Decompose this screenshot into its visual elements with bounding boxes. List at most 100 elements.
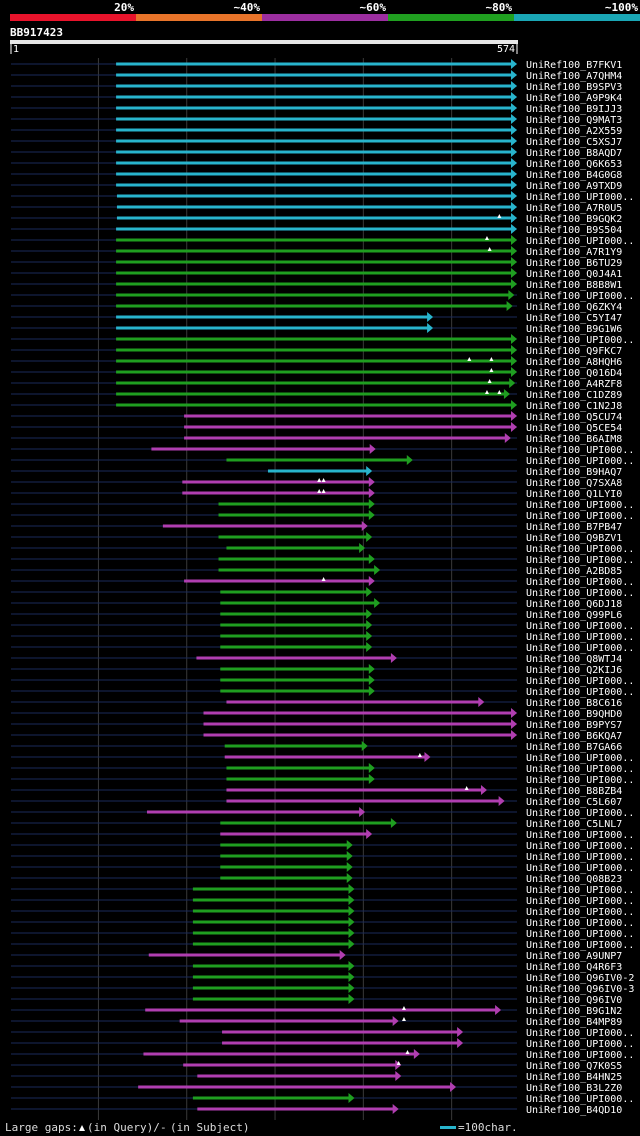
hit-row[interactable]: UniRef100_UPI000.. bbox=[11, 543, 634, 555]
hit-row[interactable]: UniRef100_B9SPV3 bbox=[11, 81, 622, 93]
hit-label[interactable]: UniRef100_UPI000.. bbox=[526, 852, 634, 863]
hit-label[interactable]: UniRef100_Q5CE54 bbox=[526, 423, 622, 434]
hit-label[interactable]: UniRef100_Q016D4 bbox=[526, 368, 622, 379]
hit-label[interactable]: UniRef100_B9G1N2 bbox=[526, 1006, 622, 1017]
hit-label[interactable]: UniRef100_UPI000.. bbox=[526, 896, 634, 907]
hit-label[interactable]: UniRef100_B8BZB4 bbox=[526, 786, 622, 797]
hit-row[interactable]: UniRef100_B8C616 bbox=[11, 697, 622, 709]
hit-row[interactable]: UniRef100_UPI000.. bbox=[11, 620, 634, 632]
hit-label[interactable]: UniRef100_Q96IV0-3 bbox=[526, 984, 634, 995]
hit-row[interactable]: UniRef100_C5LNL7 bbox=[11, 818, 622, 830]
hit-row[interactable]: UniRef100_A9TXD9 bbox=[11, 180, 622, 192]
hit-row[interactable]: UniRef100_A7QHM4 bbox=[11, 70, 622, 82]
hit-row[interactable]: UniRef100_B8AQD7 bbox=[11, 147, 622, 159]
hit-row[interactable]: UniRef100_C5XSJ7 bbox=[11, 136, 622, 148]
hit-row[interactable]: UniRef100_UPI000.. bbox=[11, 906, 634, 918]
hit-row[interactable]: UniRef100_UPI000.. bbox=[11, 510, 634, 522]
hit-row[interactable]: UniRef100_Q6K653 bbox=[11, 158, 622, 170]
hit-label[interactable]: UniRef100_UPI000.. bbox=[526, 940, 634, 951]
hit-row[interactable]: UniRef100_B4G0G8 bbox=[11, 169, 622, 181]
hit-label[interactable]: UniRef100_UPI000.. bbox=[526, 1050, 634, 1061]
hit-label[interactable]: UniRef100_B7GA66 bbox=[526, 742, 622, 753]
hit-label[interactable]: UniRef100_A9UNP7 bbox=[526, 951, 622, 962]
hit-label[interactable]: UniRef100_Q1LYI0 bbox=[526, 489, 622, 500]
hit-label[interactable]: UniRef100_UPI000.. bbox=[526, 445, 634, 456]
hit-label[interactable]: UniRef100_B4QD10 bbox=[526, 1105, 622, 1116]
hit-label[interactable]: UniRef100_UPI000.. bbox=[526, 885, 634, 896]
hit-row[interactable]: UniRef100_B9G1W6 bbox=[11, 323, 622, 335]
hit-label[interactable]: UniRef100_C5L607 bbox=[526, 797, 622, 808]
hit-label[interactable]: UniRef100_A2X559 bbox=[526, 126, 622, 137]
hit-label[interactable]: UniRef100_C5YI47 bbox=[526, 313, 622, 324]
hit-label[interactable]: UniRef100_UPI000.. bbox=[526, 907, 634, 918]
hit-row[interactable]: UniRef100_UPI000.. bbox=[11, 862, 634, 874]
hit-label[interactable]: UniRef100_Q4R6F3 bbox=[526, 962, 622, 973]
hit-label[interactable]: UniRef100_B8B8W1 bbox=[526, 280, 622, 291]
hit-row[interactable]: UniRef100_A2BD85 bbox=[11, 565, 622, 577]
hit-row[interactable]: UniRef100_B3L2Z0 bbox=[11, 1082, 622, 1094]
hit-label[interactable]: UniRef100_UPI000.. bbox=[526, 929, 634, 940]
hit-label[interactable]: UniRef100_B6AIM8 bbox=[526, 434, 622, 445]
hit-label[interactable]: UniRef100_A7QHM4 bbox=[526, 71, 622, 82]
hit-row[interactable]: UniRef100_UPI000.. bbox=[11, 1049, 634, 1061]
hit-label[interactable]: UniRef100_B6KQA7 bbox=[526, 731, 622, 742]
hit-label[interactable]: UniRef100_UPI000.. bbox=[526, 577, 634, 588]
hit-row[interactable]: UniRef100_B4MP89 bbox=[11, 1016, 622, 1028]
hit-label[interactable]: UniRef100_Q2KIJ6 bbox=[526, 665, 622, 676]
hit-label[interactable]: UniRef100_B4HN25 bbox=[526, 1072, 622, 1083]
hit-label[interactable]: UniRef100_Q99PL6 bbox=[526, 610, 622, 621]
hit-row[interactable]: UniRef100_B9QHD0 bbox=[11, 708, 622, 720]
hit-label[interactable]: UniRef100_Q9FKC7 bbox=[526, 346, 622, 357]
hit-row[interactable]: UniRef100_C1N2J8 bbox=[11, 400, 622, 412]
hit-row[interactable]: UniRef100_UPI000.. bbox=[11, 752, 634, 764]
hit-row[interactable]: UniRef100_UPI000.. bbox=[11, 1093, 634, 1105]
hit-label[interactable]: UniRef100_B9IJJ3 bbox=[526, 104, 622, 115]
hit-row[interactable]: UniRef100_B6AIM8 bbox=[11, 433, 622, 445]
hit-label[interactable]: UniRef100_B9S504 bbox=[526, 225, 622, 236]
hit-label[interactable]: UniRef100_B9HAQ7 bbox=[526, 467, 622, 478]
hit-row[interactable]: UniRef100_UPI000.. bbox=[11, 191, 634, 203]
hit-row[interactable]: UniRef100_UPI000.. bbox=[11, 587, 634, 599]
hit-label[interactable]: UniRef100_UPI000.. bbox=[526, 1094, 634, 1105]
hit-row[interactable]: UniRef100_Q96IV0-2 bbox=[11, 972, 634, 984]
hit-row[interactable]: UniRef100_UPI000.. bbox=[11, 235, 634, 247]
hit-label[interactable]: UniRef100_B9SPV3 bbox=[526, 82, 622, 93]
hit-label[interactable]: UniRef100_Q08B23 bbox=[526, 874, 622, 885]
hit-label[interactable]: UniRef100_B8C616 bbox=[526, 698, 622, 709]
hit-label[interactable]: UniRef100_UPI000.. bbox=[526, 621, 634, 632]
hit-row[interactable]: UniRef100_B4HN25 bbox=[11, 1071, 622, 1083]
hit-row[interactable]: UniRef100_Q8WTJ4 bbox=[11, 653, 622, 665]
hit-row[interactable]: UniRef100_Q1LYI0 bbox=[11, 488, 622, 500]
hit-row[interactable]: UniRef100_Q9FKC7 bbox=[11, 345, 622, 357]
hit-label[interactable]: UniRef100_B8AQD7 bbox=[526, 148, 622, 159]
hit-row[interactable]: UniRef100_UPI000.. bbox=[11, 928, 634, 940]
hit-row[interactable]: UniRef100_UPI000.. bbox=[11, 290, 634, 302]
hit-label[interactable]: UniRef100_B9G1W6 bbox=[526, 324, 622, 335]
hit-row[interactable]: UniRef100_UPI000.. bbox=[11, 686, 634, 698]
hit-row[interactable]: UniRef100_A8HQH6 bbox=[11, 356, 622, 368]
hit-label[interactable]: UniRef100_UPI000.. bbox=[526, 676, 634, 687]
hit-label[interactable]: UniRef100_UPI000.. bbox=[526, 918, 634, 929]
hit-row[interactable]: UniRef100_B7PB47 bbox=[11, 521, 622, 533]
hit-row[interactable]: UniRef100_Q96IV0 bbox=[11, 994, 622, 1006]
hit-label[interactable]: UniRef100_UPI000.. bbox=[526, 544, 634, 555]
hit-label[interactable]: UniRef100_C1N2J8 bbox=[526, 401, 622, 412]
hit-label[interactable]: UniRef100_UPI000.. bbox=[526, 1039, 634, 1050]
hit-row[interactable]: UniRef100_UPI000.. bbox=[11, 554, 634, 566]
hit-label[interactable]: UniRef100_UPI000.. bbox=[526, 456, 634, 467]
hit-row[interactable]: UniRef100_UPI000.. bbox=[11, 829, 634, 841]
hit-label[interactable]: UniRef100_B9PYS7 bbox=[526, 720, 622, 731]
hit-label[interactable]: UniRef100_Q0J4A1 bbox=[526, 269, 622, 280]
hit-row[interactable]: UniRef100_B8B8W1 bbox=[11, 279, 622, 291]
hit-label[interactable]: UniRef100_UPI000.. bbox=[526, 643, 634, 654]
hit-label[interactable]: UniRef100_UPI000.. bbox=[526, 335, 634, 346]
hit-label[interactable]: UniRef100_UPI000.. bbox=[526, 764, 634, 775]
hit-row[interactable]: UniRef100_UPI000.. bbox=[11, 642, 634, 654]
hit-label[interactable]: UniRef100_UPI000.. bbox=[526, 236, 634, 247]
hit-row[interactable]: UniRef100_B9HAQ7 bbox=[11, 466, 622, 478]
hit-label[interactable]: UniRef100_C5XSJ7 bbox=[526, 137, 622, 148]
hit-label[interactable]: UniRef100_UPI000.. bbox=[526, 753, 634, 764]
hit-label[interactable]: UniRef100_Q6DJ18 bbox=[526, 599, 622, 610]
hit-label[interactable]: UniRef100_Q9MAT3 bbox=[526, 115, 622, 126]
hit-row[interactable]: UniRef100_B9PYS7 bbox=[11, 719, 622, 731]
